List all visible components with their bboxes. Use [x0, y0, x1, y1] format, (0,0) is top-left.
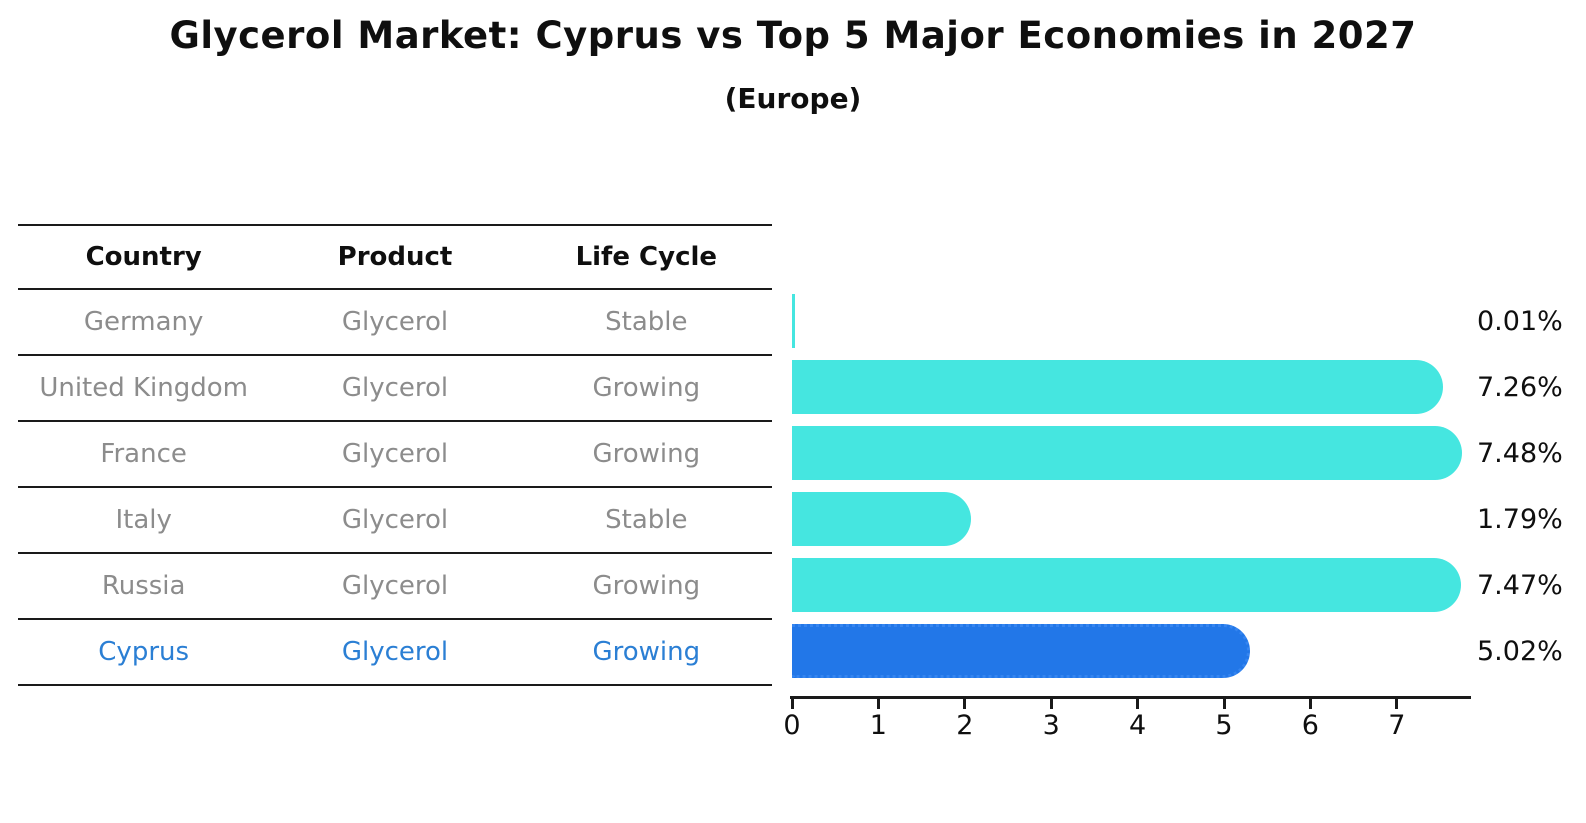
value-label-france: 7.48%	[1477, 437, 1563, 469]
cell-product: Glycerol	[341, 439, 449, 469]
bar-russia	[792, 558, 1462, 612]
table-row: United Kingdom Glycerol Growing	[18, 356, 772, 422]
bar-row	[792, 420, 1463, 486]
value-label-united-kingdom: 7.26%	[1477, 371, 1563, 403]
cell-product: Glycerol	[341, 373, 449, 403]
bar-cyprus-highlighted	[792, 624, 1250, 678]
cell-life-cycle: Stable	[605, 505, 688, 535]
x-axis-tick-label: 1	[869, 710, 887, 741]
x-axis-tick	[1222, 699, 1226, 709]
x-axis-tick-label: 2	[956, 710, 974, 741]
cell-country: Russia	[101, 571, 186, 601]
table-row: Russia Glycerol Growing	[18, 554, 772, 620]
table-row: Italy Glycerol Stable	[18, 488, 772, 554]
x-axis-tick	[1395, 699, 1399, 709]
bar-row	[792, 354, 1462, 420]
x-axis-tick	[1136, 699, 1140, 709]
value-label-germany: 0.01%	[1477, 305, 1563, 337]
bar-row	[792, 552, 1462, 618]
x-axis-tick	[790, 699, 794, 709]
country-info-table: Country Product Life Cycle Germany Glyce…	[18, 224, 772, 686]
table-row-highlighted-cyprus: Cyprus Glycerol Growing	[18, 620, 772, 686]
bar-row	[792, 618, 1462, 684]
chart-subtitle: (Europe)	[724, 82, 862, 115]
bar-italy	[792, 492, 971, 546]
value-label-column: 0.01% 7.26% 7.48% 1.79% 7.47% 5.02%	[1477, 288, 1563, 684]
x-axis-tick-label: 7	[1388, 710, 1406, 741]
cell-life-cycle: Growing	[592, 373, 701, 403]
cell-life-cycle: Growing	[592, 571, 701, 601]
cell-life-cycle: Growing	[592, 637, 701, 667]
x-axis-tick	[1049, 699, 1053, 709]
column-header-country: Country	[85, 242, 202, 272]
x-axis-tick-label: 4	[1129, 710, 1147, 741]
bar-row	[792, 288, 1462, 354]
bar-united-kingdom	[792, 360, 1444, 414]
bar-france	[792, 426, 1463, 480]
x-axis-tick-label: 6	[1301, 710, 1319, 741]
value-label-italy: 1.79%	[1477, 503, 1563, 535]
cell-product: Glycerol	[341, 571, 449, 601]
table-row: Germany Glycerol Stable	[18, 290, 772, 356]
cell-product: Glycerol	[341, 505, 449, 535]
cell-country: Italy	[115, 505, 172, 535]
x-axis-tick	[963, 699, 967, 709]
cell-country: Cyprus	[98, 637, 190, 667]
column-header-product: Product	[337, 242, 453, 272]
value-label-cyprus: 5.02%	[1477, 635, 1563, 667]
cell-country: Germany	[83, 307, 204, 337]
x-axis-tick-label: 0	[783, 710, 801, 741]
table-row: France Glycerol Growing	[18, 422, 772, 488]
table-header-row: Country Product Life Cycle	[18, 226, 772, 290]
cell-life-cycle: Stable	[605, 307, 688, 337]
chart-title: Glycerol Market: Cyprus vs Top 5 Major E…	[169, 14, 1417, 57]
bar-plot-area	[792, 288, 1463, 684]
bar-row	[792, 486, 1462, 552]
value-label-russia: 7.47%	[1477, 569, 1563, 601]
cell-life-cycle: Growing	[592, 439, 701, 469]
cell-product: Glycerol	[341, 307, 449, 337]
x-axis-tick-label: 3	[1042, 710, 1060, 741]
cell-country: France	[100, 439, 187, 469]
cell-country: United Kingdom	[39, 373, 248, 403]
cell-product: Glycerol	[341, 637, 449, 667]
x-axis-tick-label: 5	[1215, 710, 1233, 741]
column-header-life-cycle: Life Cycle	[575, 242, 718, 272]
x-axis-line	[790, 696, 1471, 699]
x-axis-tick	[1308, 699, 1312, 709]
bar-germany	[792, 294, 795, 348]
x-axis-tick	[876, 699, 880, 709]
